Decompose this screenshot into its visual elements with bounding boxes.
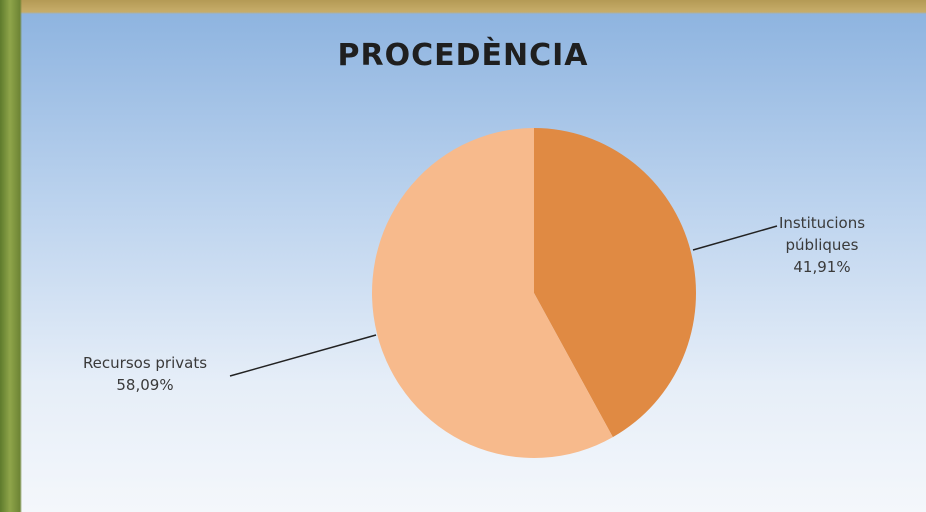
chart-title: PROCEDÈNCIA: [0, 38, 926, 73]
leader-line: [230, 335, 376, 376]
slice-label: Institucions públiques 41,91%: [762, 212, 882, 278]
category-label: Recursos privats: [55, 352, 235, 374]
chart: PROCEDÈNCIA Institucions públiques 41,91…: [0, 0, 926, 512]
category-label: Institucions públiques: [762, 212, 882, 256]
value-label: 58,09%: [55, 374, 235, 396]
slice-label: Recursos privats 58,09%: [55, 352, 235, 396]
value-label: 41,91%: [762, 256, 882, 278]
